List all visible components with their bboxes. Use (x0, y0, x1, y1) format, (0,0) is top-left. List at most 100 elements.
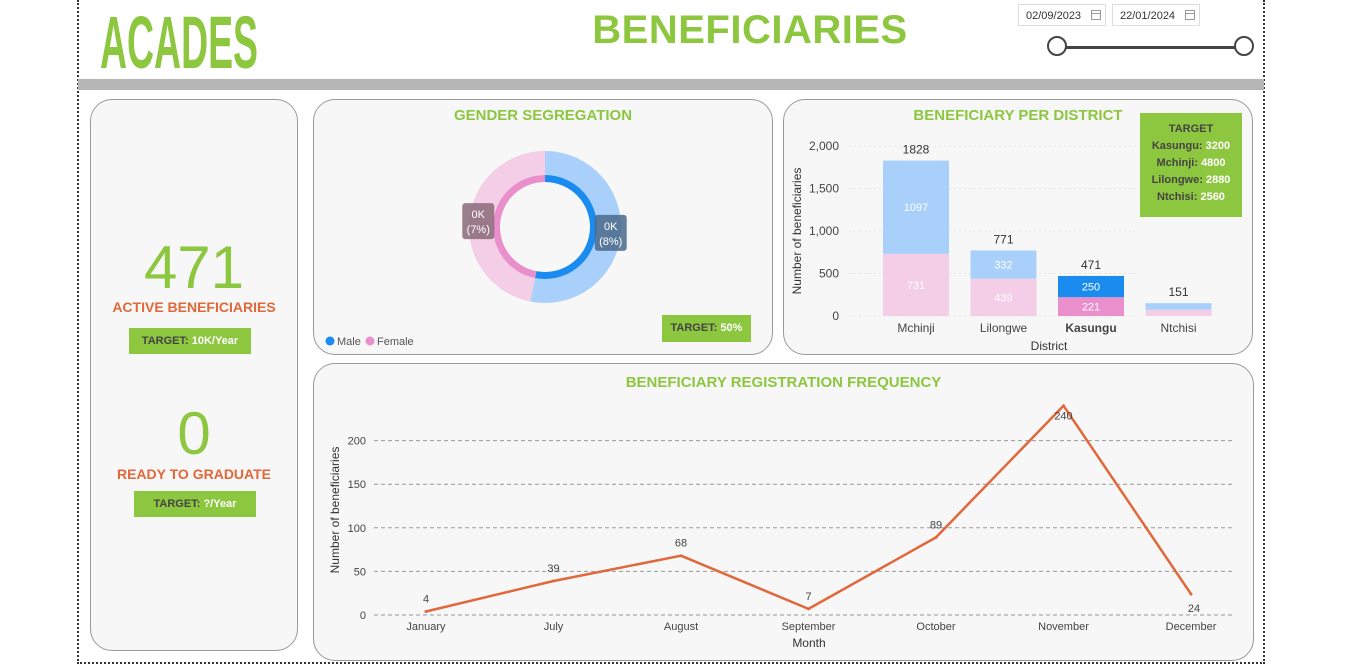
target-mchinji: Mchinji: 4800 (1156, 157, 1226, 169)
data-point (807, 607, 810, 611)
target-label: TARGET: (670, 322, 718, 334)
target-kasungu: Kasungu: 3200 (1151, 140, 1231, 152)
calendar-icon[interactable] (1091, 10, 1101, 20)
y-tick-label: 2,000 (809, 139, 839, 153)
y-axis-label: Number of beneficiaries (328, 447, 342, 574)
district-card: BENEFICIARY PER DISTRICT 0 500 1,000 1,500 2… (783, 99, 1253, 355)
bar-total-label: 771 (993, 232, 1013, 246)
calendar-icon[interactable] (1185, 10, 1195, 20)
y-tick-label: 50 (354, 566, 366, 578)
district-target-box: TARGET Kasungu: 3200 Mchinji: 4800 Lilon… (1140, 113, 1242, 217)
graduate-target-badge: TARGET: ?/Year (134, 491, 256, 517)
slider-end-handle[interactable] (1234, 36, 1254, 56)
end-date-input[interactable]: 22/01/2024 (1112, 4, 1200, 26)
data-label: 89 (930, 519, 942, 531)
target-label: TARGET: (141, 335, 189, 347)
frequency-chart-title: BENEFICIARY REGISTRATION FREQUENCY (625, 374, 942, 391)
start-date-value: 02/09/2023 (1026, 10, 1082, 22)
bar-total-label: 471 (1081, 258, 1101, 272)
active-beneficiaries-value: 471 (143, 234, 245, 301)
data-label: 4 (423, 594, 429, 606)
bar-value-label: 731 (907, 280, 925, 292)
bar-value-label: 439 (994, 292, 1012, 304)
gender-donut-chart: 0K (8%) 0K (7%) Male Female (325, 151, 627, 348)
bar-female-mchinji (883, 253, 949, 316)
bar-female-kasungu (1058, 297, 1124, 316)
x-tick-label: Kasungu (1065, 321, 1116, 335)
y-tick-label: 1,000 (809, 224, 839, 238)
gender-card: GENDER SEGREGATION 0K (8%) 0K (7%) Male Femal… (313, 99, 773, 355)
x-tick-label: July (544, 621, 564, 633)
bar-value-label: 221 (1082, 302, 1100, 314)
x-axis-label: District (1031, 339, 1068, 353)
data-label: 0K (472, 209, 486, 221)
data-point (1189, 592, 1193, 596)
y-axis-label: Number of beneficiaries (790, 168, 804, 295)
bar-female-lilongwe (970, 278, 1037, 316)
x-tick-label: Ntchisi (1160, 321, 1196, 335)
target-label: TARGET: (153, 498, 201, 510)
y-tick-label: 1,500 (809, 182, 839, 196)
data-label: 68 (675, 538, 687, 550)
acades-logo: ACADES (100, 4, 258, 74)
active-target-badge: TARGET: 10K/Year (129, 328, 251, 354)
bar-female-ntchisi (1145, 309, 1212, 316)
legend-marker-male (325, 336, 335, 346)
bar-value-label: 250 (1082, 282, 1100, 294)
x-tick-label: October (916, 621, 955, 633)
svg-text:ACADES: ACADES (100, 4, 258, 74)
data-point (424, 610, 428, 614)
y-tick-label: 0 (360, 610, 366, 622)
data-label: 7 (805, 591, 811, 603)
target-value: 10K/Year (191, 335, 239, 347)
data-label: 39 (547, 563, 559, 575)
data-label: (7%) (467, 224, 490, 236)
ready-to-graduate-label: READY TO GRADUATE (116, 466, 271, 482)
legend-label: Male (337, 336, 361, 348)
start-date-input[interactable]: 02/09/2023 (1018, 4, 1106, 26)
bar-male-ntchisi (1145, 303, 1212, 310)
outer-slice-female (468, 151, 545, 302)
gender-chart-title: GENDER SEGREGATION (453, 107, 633, 124)
target-lilongwe: Lilongwe: 2880 (1151, 174, 1231, 186)
x-tick-label: Lilongwe (980, 321, 1028, 335)
y-tick-label: 200 (348, 436, 366, 448)
frequency-line-chart: 0 50 100 150 200 Number of beneficiaries Month… (328, 404, 1232, 650)
y-tick-label: 500 (819, 267, 839, 281)
bar-male-mchinji (883, 160, 949, 254)
target-value: ?/Year (203, 498, 237, 510)
x-tick-label: Mchinji (897, 321, 934, 335)
data-point (552, 579, 555, 583)
y-tick-label: 100 (348, 523, 366, 535)
page-title: BENEFICIARIES (592, 8, 908, 52)
district-bar-chart: 0 500 1,000 1,500 2,000 Number of beneficiari… (790, 139, 1212, 353)
district-target-title: TARGET (1168, 123, 1214, 135)
x-tick-label: August (664, 621, 698, 633)
target-value: 50% (720, 322, 743, 334)
header-divider (78, 79, 1264, 90)
x-tick-label: November (1038, 621, 1089, 633)
data-label: 240 (1054, 411, 1072, 423)
data-point (679, 554, 683, 558)
district-chart-title: BENEFICIARY PER DISTRICT (913, 107, 1123, 124)
data-label: 24 (1188, 603, 1200, 615)
data-label-box (462, 203, 495, 240)
data-point (1062, 404, 1065, 408)
kpi-card: 471 ACTIVE BENEFICIARIES TARGET: 10K/Yea… (90, 99, 298, 651)
inner-slice-female (492, 175, 545, 279)
outer-slice-male (530, 151, 621, 303)
x-tick-label: January (406, 621, 446, 633)
x-axis-label: Month (792, 636, 825, 650)
x-tick-label: September (782, 621, 836, 633)
data-point (934, 535, 938, 539)
frequency-card: BENEFICIARY REGISTRATION FREQUENCY 0 50 10… (313, 363, 1254, 661)
date-range-slider[interactable] (1058, 46, 1244, 49)
bar-total-label: 151 (1168, 285, 1188, 299)
ready-to-graduate-value: 0 (177, 400, 211, 467)
end-date-value: 22/01/2024 (1120, 10, 1176, 22)
x-tick-label: December (1166, 621, 1217, 633)
slider-start-handle[interactable] (1047, 36, 1067, 56)
bar-value-label: 332 (994, 260, 1012, 272)
active-beneficiaries-label: ACTIVE BENEFICIARIES (112, 299, 276, 315)
y-tick-label: 150 (348, 479, 366, 491)
